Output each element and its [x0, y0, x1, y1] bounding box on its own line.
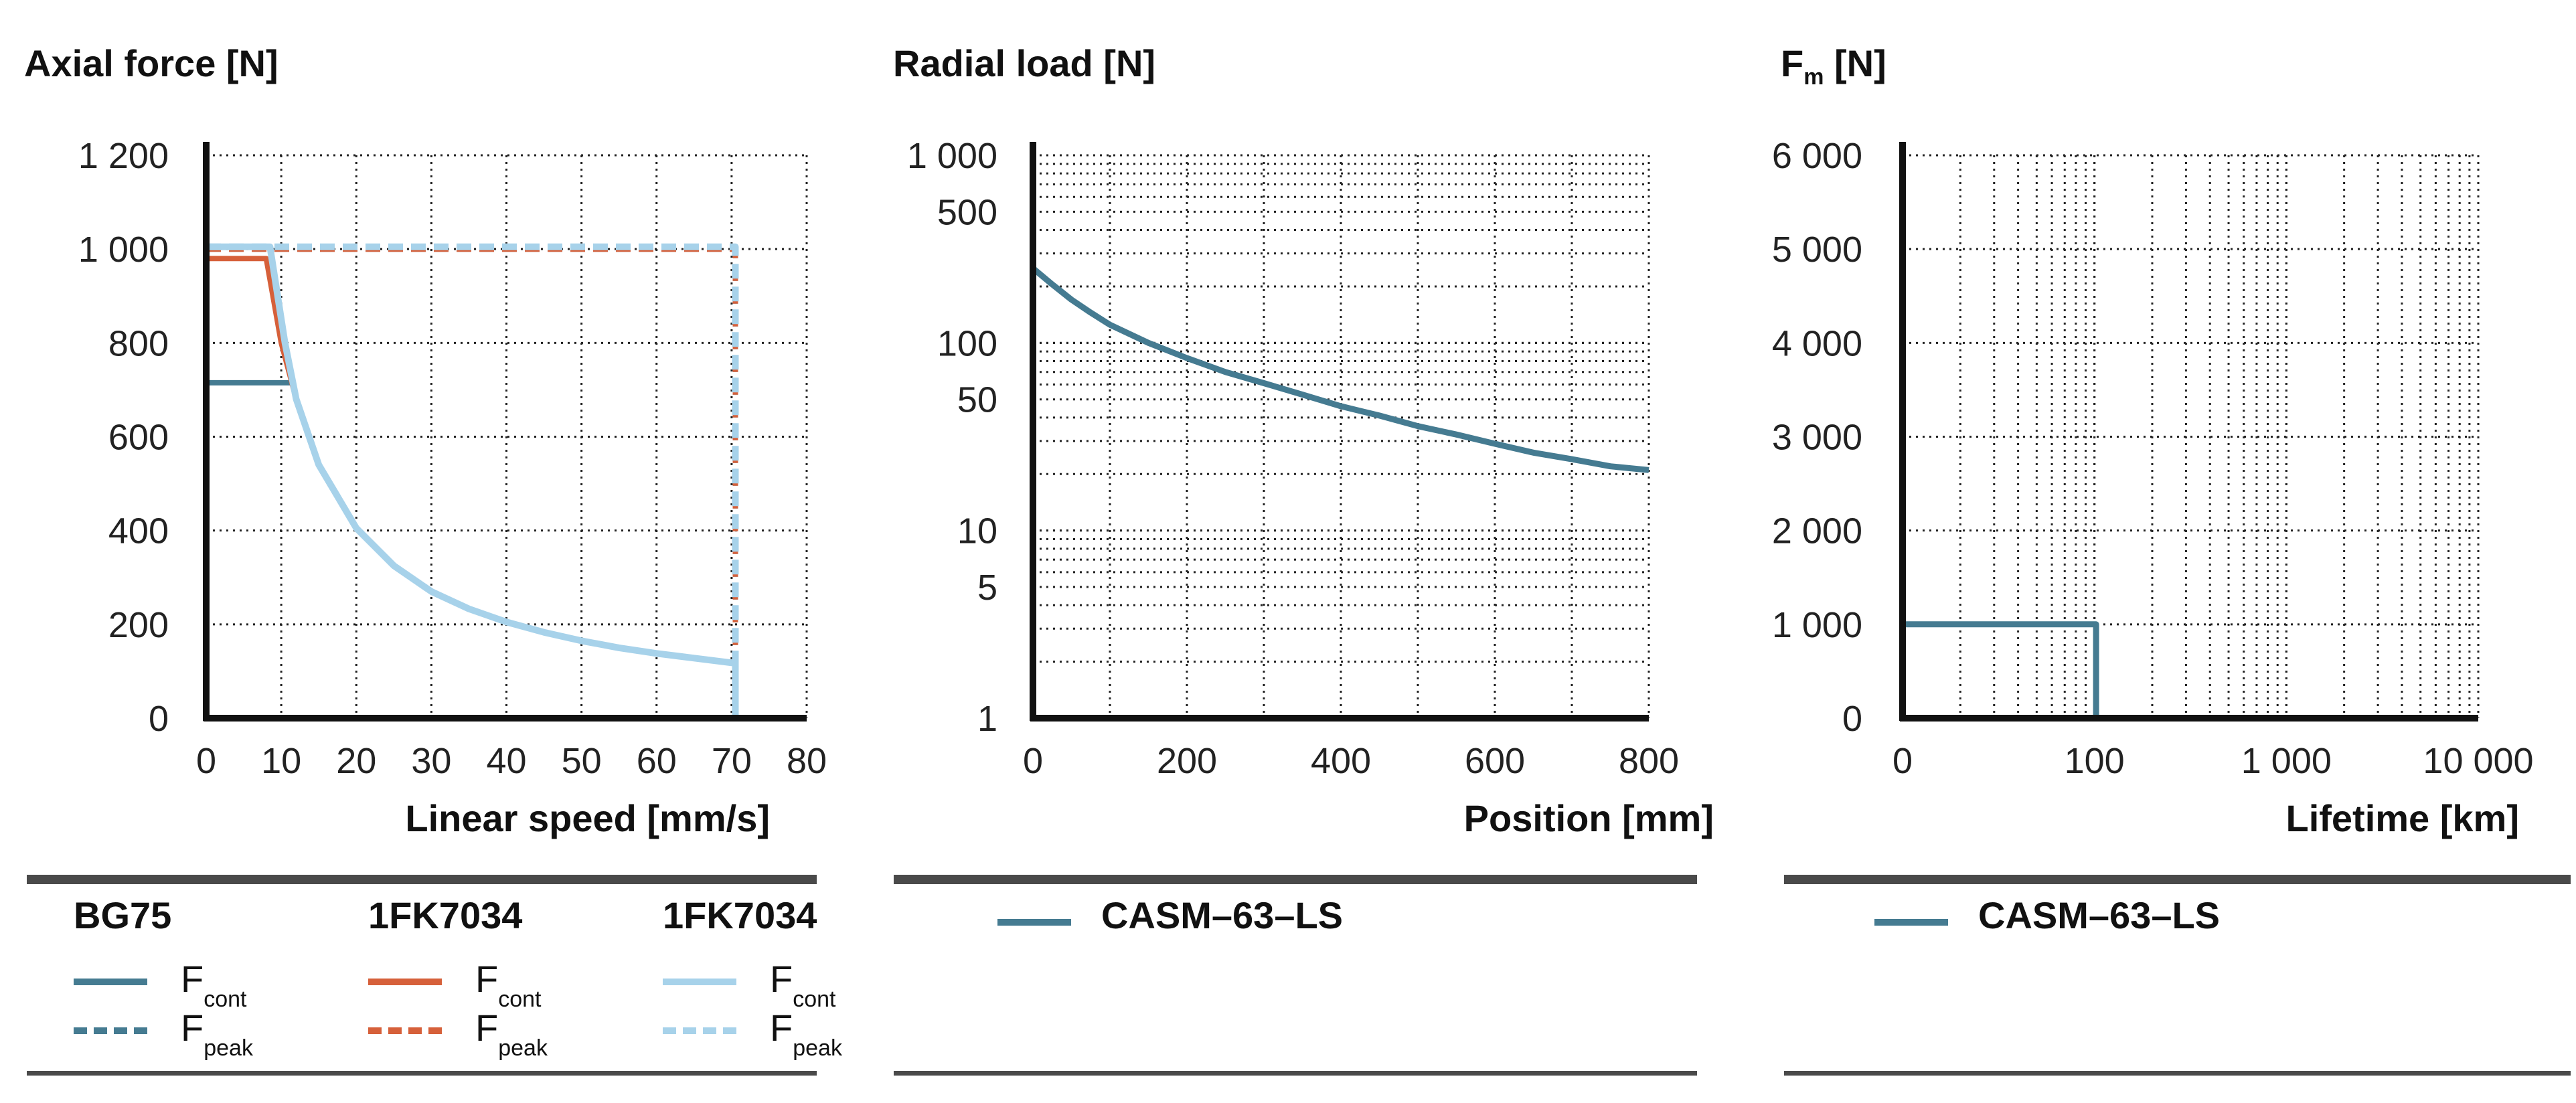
y-tick-label: 400 [108, 511, 169, 552]
y-tick-label: 10 [957, 511, 997, 552]
legend-swatch [74, 979, 147, 985]
y-tick-label: 1 000 [78, 230, 169, 270]
legend-row-1fk7034-light-fcont: Fcont [663, 957, 957, 1012]
x-tick-label: 800 [1619, 741, 1679, 781]
y-tick-label: 0 [149, 699, 169, 739]
legend-label: Fcont [181, 958, 247, 1012]
y-tick-label: 1 000 [1772, 605, 1862, 645]
series-line [1903, 621, 2099, 718]
legend-swatch [74, 1027, 147, 1034]
y-tick-label: 500 [937, 192, 997, 232]
axial-force-panel: Axial force [N] 0 10 20 30 40 50 60 70 80 0 200 400… [0, 0, 843, 1103]
legend-top-rule [894, 875, 1697, 884]
legend-label: CASM–63–LS [1978, 894, 2221, 936]
legend-row-1fk7034-fcont: Fcont [368, 957, 663, 1012]
legend-swatch [368, 979, 442, 985]
y-tick-label: 0 [1842, 699, 1862, 739]
legend-row-1fk7034-light-fpeak: Fpeak [663, 1006, 957, 1061]
legend-swatch [663, 979, 736, 985]
legend-group-title: 1FK7034 [368, 894, 523, 936]
lifetime-x-title: Lifetime [km] [2285, 797, 2520, 839]
axial-force-x-title: Linear speed [mm/s] [405, 797, 770, 839]
y-tick-label: 2 000 [1772, 511, 1862, 552]
radial-load-x-title: Position [mm] [1463, 797, 1714, 839]
y-tick-label: 1 200 [78, 136, 169, 176]
y-tick-label: 1 [977, 699, 997, 739]
series-line [206, 243, 739, 718]
lifetime-y-title: Fm [N] [1781, 42, 1886, 90]
legend-label: Fpeak [475, 1007, 548, 1061]
legend-label: Fcont [770, 958, 836, 1012]
y-tick-label: 1 000 [907, 136, 997, 176]
legend-row-bg75-fcont: Fcont [74, 957, 368, 1012]
legend-top-rule [27, 875, 817, 884]
y-tick-label: 4 000 [1772, 323, 1862, 363]
series-line [206, 243, 739, 718]
x-tick-label: 70 [712, 741, 752, 781]
x-tick-label: 1 000 [2241, 741, 2332, 781]
legend-swatch [997, 919, 1071, 926]
legend-row-1fk7034-fpeak: Fpeak [368, 1006, 663, 1061]
x-tick-label: 60 [637, 741, 677, 781]
legend-label: Fpeak [181, 1007, 253, 1061]
x-tick-label: 400 [1311, 741, 1371, 781]
x-tick-label: 0 [1023, 741, 1043, 781]
y-tick-label: 6 000 [1772, 136, 1862, 176]
y-tick-label: 200 [108, 605, 169, 645]
y-tick-label: 3 000 [1772, 418, 1862, 458]
y-tick-label: 600 [108, 418, 169, 458]
radial-load-chart: 0 200 400 600 800 1 5 10 50 100 500 1 000 [907, 136, 1679, 781]
y-tick-label: 5 [977, 568, 997, 608]
x-tick-label: 100 [2065, 741, 2125, 781]
legend-swatch [1874, 919, 1948, 926]
legend-label: Fcont [475, 958, 542, 1012]
x-tick-label: 600 [1465, 741, 1525, 781]
radial-load-panel: Radial load [N] 0 200 400 600 800 1 5 10 50 100 50… [884, 0, 1714, 1103]
legend-label: Fpeak [770, 1007, 842, 1061]
x-tick-label: 40 [486, 741, 526, 781]
y-tick-label: 5 000 [1772, 230, 1862, 270]
x-tick-label: 50 [562, 741, 602, 781]
legend-swatch [368, 1027, 442, 1034]
lifetime-chart: 0 1 000 2 000 3 000 4 000 5 000 6 000 0 100 1 000… [1772, 136, 2534, 781]
y-tick-label: 100 [937, 323, 997, 363]
legend-group-title: BG75 [74, 894, 172, 936]
legend-row-bg75-fpeak: Fpeak [74, 1006, 368, 1061]
x-tick-label: 80 [787, 741, 827, 781]
series-line [1031, 266, 1649, 473]
x-tick-label: 20 [336, 741, 376, 781]
legend-group-title: 1FK7034 [663, 894, 817, 936]
lifetime-panel: Fm [N] 0 1 000 2 000 3 000 4 000 5 000 6 000 0 1… [1761, 0, 2576, 1103]
x-tick-label: 10 000 [2423, 741, 2533, 781]
y-tick-label: 800 [108, 323, 169, 363]
x-tick-label: 30 [411, 741, 451, 781]
legend-label: CASM–63–LS [1101, 894, 1344, 936]
legend-bottom-rule [27, 1071, 817, 1076]
x-tick-label: 200 [1157, 741, 1217, 781]
x-tick-label: 10 [261, 741, 301, 781]
x-tick-label: 0 [1893, 741, 1913, 781]
y-tick-label: 50 [957, 380, 997, 420]
legend-swatch [663, 1027, 736, 1034]
legend-bottom-rule [1784, 1071, 2571, 1076]
legend-top-rule [1784, 875, 2571, 884]
radial-load-y-title: Radial load [N] [893, 42, 1156, 84]
legend-bottom-rule [894, 1071, 1697, 1076]
axial-force-y-title: Axial force [N] [24, 42, 278, 84]
x-tick-label: 0 [196, 741, 216, 781]
